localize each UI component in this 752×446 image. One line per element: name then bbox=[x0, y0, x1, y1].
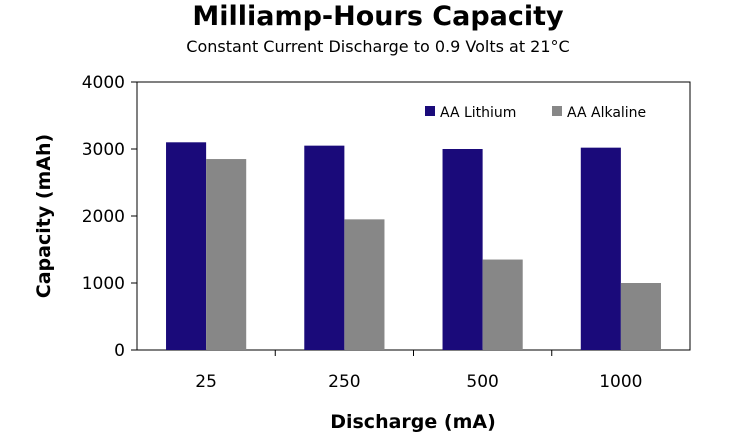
legend-label-aa-alkaline: AA Alkaline bbox=[567, 105, 646, 121]
bar-aa-alkaline-1000 bbox=[620, 283, 661, 350]
y-tick-label: 2000 bbox=[82, 207, 125, 227]
legend: AA Lithium AA Alkaline bbox=[425, 105, 646, 121]
bar-aa-alkaline-25 bbox=[206, 159, 247, 350]
x-tick-label: 250 bbox=[328, 372, 360, 392]
x-axis-title: Discharge (mA) bbox=[330, 411, 496, 433]
bar-aa-lithium-1000 bbox=[580, 147, 621, 350]
x-tick-label: 25 bbox=[195, 372, 217, 392]
bar-aa-lithium-500 bbox=[442, 149, 483, 350]
x-tick-label: 500 bbox=[466, 372, 498, 392]
chart-subtitle: Constant Current Discharge to 0.9 Volts … bbox=[186, 37, 569, 56]
chart-title: Milliamp-Hours Capacity bbox=[192, 1, 564, 32]
y-tick-label: 0 bbox=[114, 341, 125, 361]
y-tick-label: 4000 bbox=[82, 73, 125, 93]
y-axis-title: Capacity (mAh) bbox=[33, 134, 55, 298]
bars-group bbox=[166, 142, 661, 350]
y-tick-label: 1000 bbox=[82, 274, 125, 294]
x-axis: 25 250 500 1000 bbox=[195, 350, 643, 392]
y-axis: 0 1000 2000 3000 4000 bbox=[82, 73, 137, 361]
bar-aa-lithium-25 bbox=[166, 142, 207, 350]
bar-aa-lithium-250 bbox=[304, 145, 345, 350]
legend-swatch-aa-lithium bbox=[425, 106, 435, 116]
bar-aa-alkaline-500 bbox=[482, 259, 523, 350]
legend-swatch-aa-alkaline bbox=[552, 106, 562, 116]
bar-aa-alkaline-250 bbox=[344, 219, 385, 350]
legend-label-aa-lithium: AA Lithium bbox=[440, 105, 516, 121]
x-tick-label: 1000 bbox=[599, 372, 642, 392]
y-tick-label: 3000 bbox=[82, 140, 125, 160]
